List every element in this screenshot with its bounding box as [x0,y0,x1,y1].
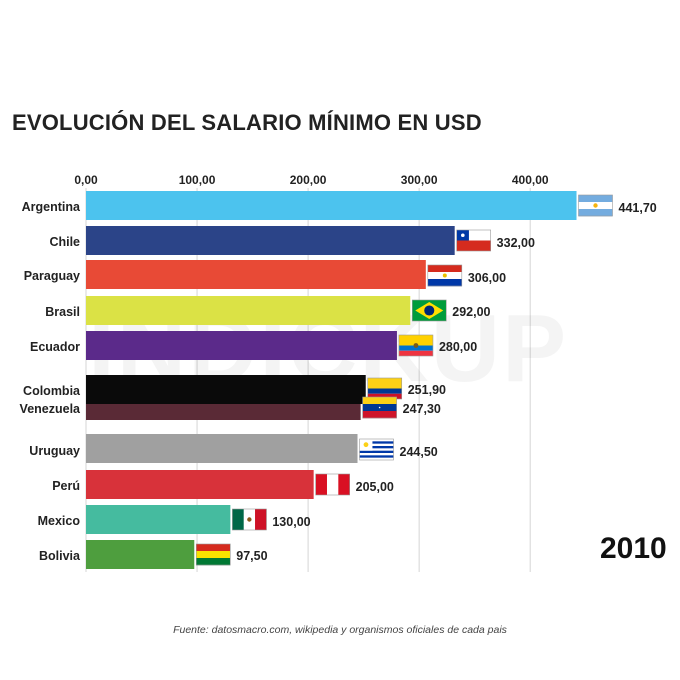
bar-mexico [86,505,231,534]
value-label: 130,00 [272,515,310,529]
value-label: 205,00 [356,480,394,494]
x-tick-label: 100,00 [179,173,216,187]
category-label: Bolivia [39,549,81,563]
category-label: Colombia [23,384,81,398]
bar-venezuela [86,404,361,420]
value-label: 280,00 [439,340,477,354]
value-label: 251,90 [408,383,446,397]
bar-chart: 0,00100,00200,00300,00400,00INDICKUPArge… [20,173,657,572]
uruguay-flag-icon [359,438,394,461]
x-tick-label: 400,00 [512,173,549,187]
bar-bolivia [86,540,195,569]
value-label: 247,30 [403,402,441,416]
argentina-flag-icon [578,194,613,217]
bar-paraguay [86,260,426,289]
value-label: 332,00 [497,236,535,250]
bar-brasil [86,296,411,325]
bar-colombia [86,375,366,404]
chart-title: EVOLUCIÓN DEL SALARIO MÍNIMO EN USD [12,110,482,135]
bar-perú [86,470,314,499]
brasil-flag-icon [411,299,447,322]
category-label: Uruguay [29,444,80,458]
x-tick-label: 0,00 [74,173,98,187]
colombia-flag-icon [367,377,403,400]
mexico-flag-icon [232,508,267,531]
bolivia-flag-icon [195,543,231,566]
value-label: 306,00 [468,271,506,285]
source-note: Fuente: datosmacro.com, wikipedia y orga… [173,624,507,636]
category-label: Venezuela [20,402,81,416]
paraguay-flag-icon [427,264,463,287]
ecuador-flag-icon [398,334,434,357]
venezuela-flag-icon [362,396,397,419]
chile-flag-icon [456,229,491,252]
category-label: Ecuador [30,340,80,354]
bar-argentina [86,191,577,220]
category-label: Mexico [38,514,81,528]
x-tick-label: 200,00 [290,173,327,187]
value-label: 244,50 [400,445,438,459]
category-label: Paraguay [24,269,80,283]
value-label: 292,00 [452,305,490,319]
value-label: 441,70 [619,201,657,215]
bar-chile [86,226,455,255]
category-label: Chile [49,235,80,249]
bar-ecuador [86,331,397,360]
value-label: 97,50 [236,549,267,563]
category-label: Brasil [45,305,80,319]
peru-flag-icon [315,473,350,496]
category-label: Perú [52,479,80,493]
year-label: 2010 [600,532,667,565]
bar-uruguay [86,434,358,463]
x-tick-label: 300,00 [401,173,438,187]
category-label: Argentina [22,200,81,214]
